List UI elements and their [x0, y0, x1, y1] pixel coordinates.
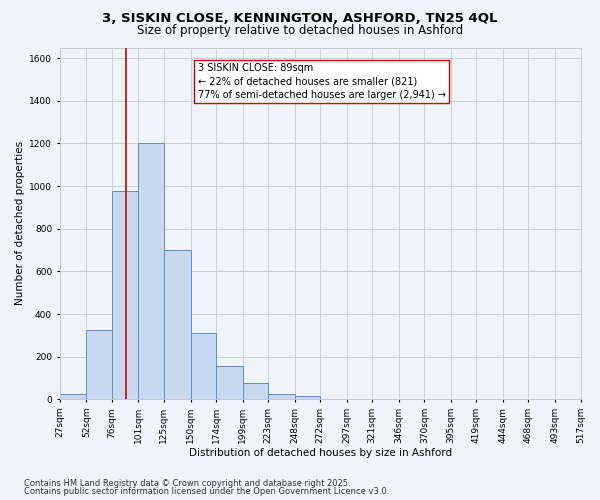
Y-axis label: Number of detached properties: Number of detached properties [15, 142, 25, 306]
Bar [164, 250, 191, 400]
Text: 3 SISKIN CLOSE: 89sqm
← 22% of detached houses are smaller (821)
77% of semi-det: 3 SISKIN CLOSE: 89sqm ← 22% of detached … [198, 64, 446, 100]
Bar [86, 330, 112, 400]
Bar [268, 394, 295, 400]
Bar [60, 394, 86, 400]
Text: Contains HM Land Registry data © Crown copyright and database right 2025.: Contains HM Land Registry data © Crown c… [24, 478, 350, 488]
Text: Contains public sector information licensed under the Open Government Licence v3: Contains public sector information licen… [24, 487, 389, 496]
Text: 3, SISKIN CLOSE, KENNINGTON, ASHFORD, TN25 4QL: 3, SISKIN CLOSE, KENNINGTON, ASHFORD, TN… [102, 12, 498, 26]
Bar [139, 144, 164, 400]
Bar [216, 366, 242, 400]
X-axis label: Distribution of detached houses by size in Ashford: Distribution of detached houses by size … [188, 448, 452, 458]
Bar [295, 396, 320, 400]
Text: Size of property relative to detached houses in Ashford: Size of property relative to detached ho… [137, 24, 463, 37]
Bar [242, 384, 268, 400]
Bar [191, 333, 216, 400]
Bar [112, 192, 139, 400]
